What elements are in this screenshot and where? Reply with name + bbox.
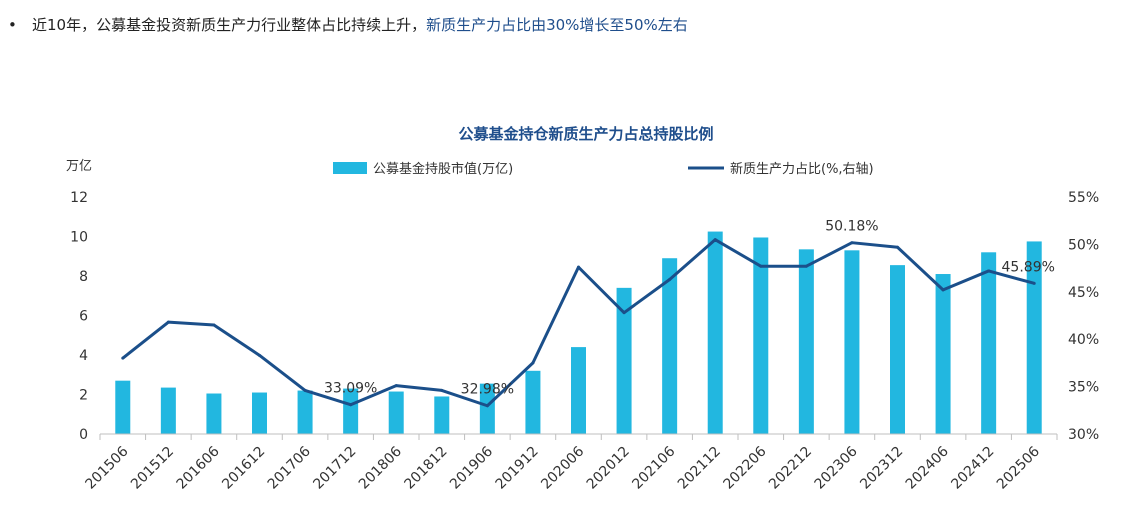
y2-tick-label: 40% (1068, 332, 1099, 348)
ratio-point-201806 (394, 384, 398, 388)
y-tick-label: 0 (79, 427, 88, 443)
y-tick-label: 2 (79, 388, 88, 404)
bar-series (115, 231, 1042, 434)
x-tick-label: 202312 (857, 444, 906, 493)
x-tick-label: 201812 (402, 444, 451, 493)
legend: 公募基金持股市值(万亿) 新质生产力占比(%,右轴) (333, 161, 874, 177)
bar-201912 (525, 370, 541, 434)
ratio-point-202106 (668, 277, 672, 281)
y-tick-label: 4 (79, 348, 88, 364)
x-tick-label: 202206 (721, 443, 770, 492)
bullet: • (8, 16, 17, 34)
x-tick-label: 201612 (219, 444, 268, 493)
bar-202406 (935, 274, 951, 434)
line-series (121, 238, 1036, 408)
x-tick-label: 201906 (447, 443, 496, 492)
ratio-point-202406 (941, 288, 945, 292)
data-label: 33.09% (324, 381, 377, 397)
headline-text: 近10年，公募基金投资新质生产力行业整体占比持续上升， (32, 16, 427, 34)
ratio-point-201906 (485, 404, 489, 408)
x-tick-label: 202412 (948, 444, 997, 493)
ratio-point-202412 (987, 269, 991, 273)
bar-202112 (707, 231, 723, 434)
y-tick-label: 6 (79, 309, 88, 325)
ratio-point-201812 (440, 388, 444, 392)
bar-201606 (206, 393, 222, 434)
x-tick-label: 201806 (356, 443, 405, 492)
ratio-point-202312 (896, 245, 899, 249)
legend-line-label: 新质生产力占比(%,右轴) (730, 161, 874, 177)
x-axis-labels: 2015062015122016062016122017062017122018… (83, 443, 1044, 492)
bar-202506 (1026, 241, 1042, 434)
data-label: 50.18% (825, 219, 878, 235)
bar-201906 (479, 383, 495, 434)
ratio-point-202012 (622, 311, 626, 315)
ratio-point-202306 (850, 241, 854, 245)
x-tick-label: 202106 (629, 443, 678, 492)
ratio-point-202206 (759, 264, 763, 268)
x-tick-label: 202212 (766, 444, 815, 493)
ratio-point-202506 (1032, 281, 1036, 285)
bar-201712 (343, 388, 359, 434)
x-tick-label: 202506 (994, 443, 1043, 492)
bar-202206 (753, 237, 769, 434)
x-tick-label: 201512 (128, 444, 177, 493)
headline: • 近10年，公募基金投资新质生产力行业整体占比持续上升，新质生产力占比由30%增… (8, 14, 688, 35)
y2-tick-label: 45% (1068, 285, 1099, 301)
legend-bar-swatch (333, 162, 367, 174)
bar-201612 (252, 392, 267, 434)
bar-202312 (890, 265, 905, 434)
bar-201812 (434, 396, 450, 434)
bar-201806 (388, 391, 404, 434)
right-axis-ticks: 30% 35% 40% 45% 50% 55% (1068, 190, 1099, 443)
ratio-point-201706 (303, 388, 307, 392)
bar-201706 (297, 390, 313, 434)
ratio-point-201912 (531, 361, 535, 365)
left-axis-ticks: 0 2 4 6 8 10 12 (70, 190, 88, 443)
y2-tick-label: 30% (1068, 427, 1099, 443)
bar-202106 (662, 258, 678, 434)
y-tick-label: 8 (79, 269, 88, 285)
bar-202006 (571, 347, 586, 434)
x-tick-label: 202112 (675, 444, 724, 493)
ratio-point-202112 (713, 238, 717, 242)
chart-title: 公募基金持仓新质生产力占总持股比例 (458, 125, 713, 143)
annotations: 33.09% 32.98% 50.18% 45.89% (324, 219, 1055, 398)
y-axis-unit-label: 万亿 (66, 159, 92, 174)
x-tick-label: 201706 (265, 443, 314, 492)
headline-highlight: 新质生产力占比由30%增长至50%左右 (426, 16, 688, 34)
bar-202412 (981, 252, 997, 434)
y2-tick-label: 50% (1068, 237, 1099, 253)
ratio-point-201506 (121, 356, 125, 360)
x-tick-label: 202006 (538, 443, 587, 492)
data-label: 45.89% (1002, 259, 1055, 275)
x-tick-label: 201912 (493, 444, 542, 493)
x-axis-line (99, 433, 1058, 440)
bar-202306 (844, 250, 860, 434)
x-tick-label: 201606 (174, 443, 223, 492)
ratio-point-202212 (804, 264, 808, 268)
ratio-point-201606 (212, 323, 216, 327)
y-tick-label: 10 (70, 230, 88, 246)
x-tick-label: 202406 (903, 443, 952, 492)
x-tick-label: 201506 (83, 443, 132, 492)
ratio-point-202006 (577, 265, 580, 269)
x-tick-label: 201712 (310, 444, 359, 493)
ratio-point-201512 (166, 320, 170, 324)
ratio-point-201712 (349, 403, 353, 407)
x-tick-label: 202012 (584, 444, 633, 493)
x-tick-label: 202306 (812, 443, 861, 492)
y2-tick-label: 55% (1068, 190, 1099, 206)
bar-201506 (115, 380, 131, 434)
bar-201512 (160, 387, 176, 434)
bar-202012 (616, 287, 632, 434)
y-tick-label: 12 (70, 190, 88, 206)
legend-bar-label: 公募基金持股市值(万亿) (373, 161, 513, 177)
ratio-point-201612 (258, 353, 261, 357)
y2-tick-label: 35% (1068, 380, 1099, 396)
bar-202212 (798, 249, 814, 434)
data-label: 32.98% (461, 382, 514, 398)
